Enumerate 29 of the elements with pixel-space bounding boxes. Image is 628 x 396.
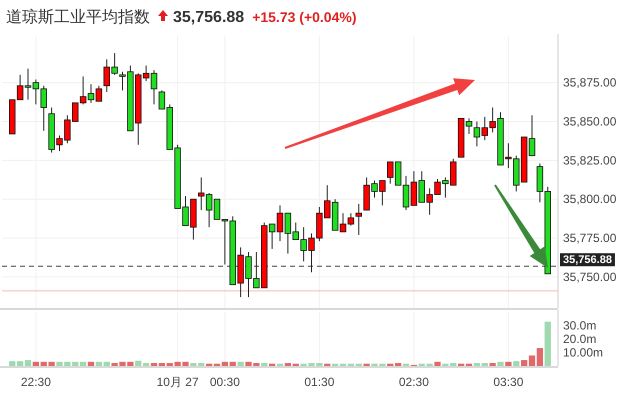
x-tick-label: 02:30 (398, 375, 430, 389)
bar (489, 363, 496, 366)
bar (434, 362, 441, 366)
y-tick-label: 35,775.00 (563, 231, 617, 246)
y-tick-label: 35,750.00 (563, 270, 617, 284)
bar (497, 362, 504, 366)
x-tick-label: 22:30 (20, 375, 52, 389)
bar (513, 361, 520, 366)
bar (237, 362, 244, 366)
x-tick-label: 01:30 (304, 375, 335, 389)
bar (261, 363, 268, 366)
x-tick-label: 10月 27 (156, 375, 199, 389)
y-tick-label: 10.00m (563, 346, 604, 360)
y-tick-label: 35,850.00 (563, 114, 617, 128)
ref-line-label: 35,756.88 (563, 254, 612, 266)
bar (505, 362, 512, 366)
text: +15.73 (+0.04%) (252, 9, 356, 25)
y-tick-label: 35,875.00 (563, 76, 617, 90)
y-tick-label: 30.0m (563, 318, 596, 332)
chart-subtitle: 35,756.88 (173, 9, 244, 26)
x-tick-label: 03:30 (493, 375, 524, 389)
x-tick-label: 00:30 (210, 375, 240, 389)
y-tick-label: 20.0m (563, 332, 596, 346)
y-tick-label: 35,800.00 (563, 192, 617, 206)
bar (88, 362, 94, 366)
bar (544, 322, 551, 366)
y-tick-label: 35,825.00 (563, 153, 617, 168)
candlestick (356, 203, 362, 236)
chart-title: 道琼斯工业平均指数 (6, 8, 150, 26)
